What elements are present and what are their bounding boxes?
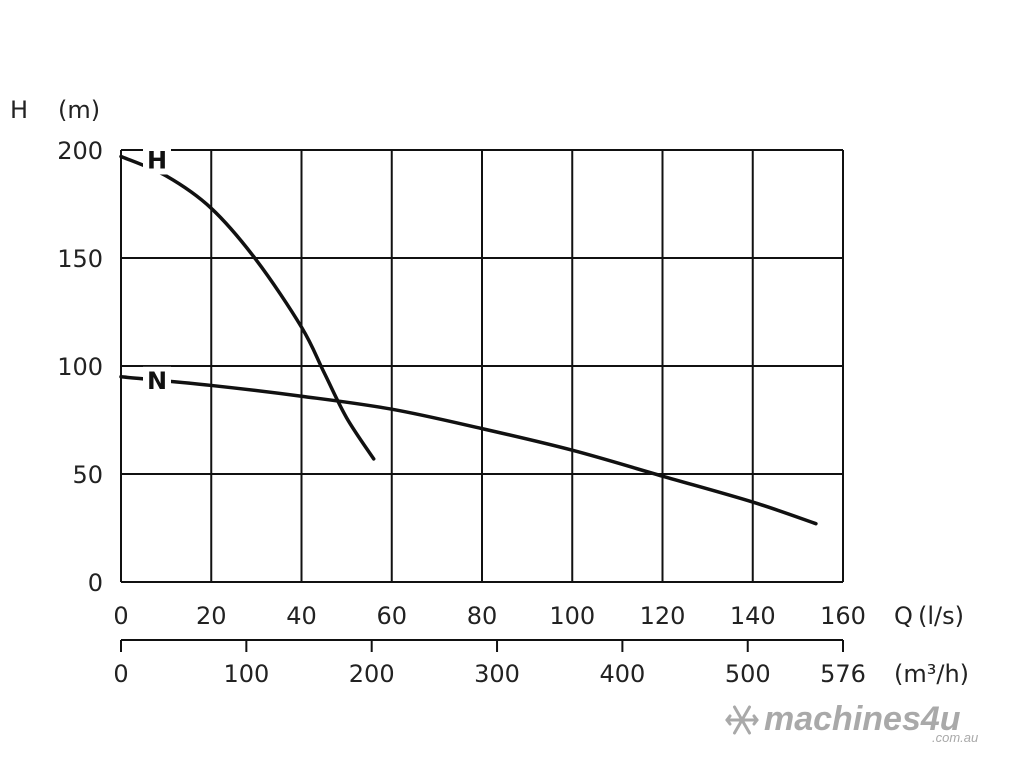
x2-tick-label: 500: [725, 660, 771, 688]
machines4u-watermark: machines4u .com.au: [725, 700, 978, 744]
curve-h: [119, 154, 376, 461]
y-tick-label: 100: [57, 353, 103, 381]
y-axis-unit: (m): [58, 96, 100, 124]
y-tick-label: 200: [57, 137, 103, 165]
y-axis: H (m) 0 50 100 150 200: [10, 96, 103, 597]
chart-grid: [120, 149, 844, 583]
snowflake-logo-icon: [725, 705, 759, 735]
x-axis-primary: Q (l/s) 0 20 40 60 80 100 120 140 160: [113, 602, 964, 630]
y-tick-label: 0: [88, 569, 103, 597]
x2-tick-label: 576: [820, 660, 866, 688]
x-axis-secondary-unit: (m³/h): [894, 660, 969, 688]
x2-tick-label: 200: [349, 660, 395, 688]
x-axis-primary-label: Q: [894, 602, 913, 630]
watermark-brand: machines4u: [764, 700, 961, 738]
x-tick-label: 40: [286, 602, 317, 630]
x-tick-label: 20: [196, 602, 227, 630]
y-tick-label: 50: [72, 461, 103, 489]
y-axis-label: H: [10, 96, 28, 124]
x-tick-label: 0: [113, 602, 128, 630]
x2-tick-label: 400: [599, 660, 645, 688]
x-axis-primary-unit: (l/s): [918, 602, 964, 630]
curve-label-bg: [143, 146, 171, 175]
x-tick-label: 160: [820, 602, 866, 630]
x-tick-label: 120: [640, 602, 686, 630]
curve-n: [119, 375, 818, 526]
x-tick-label: 60: [376, 602, 407, 630]
x2-tick-label: 100: [223, 660, 269, 688]
curve-label-n: N: [147, 367, 167, 395]
x-tick-label: 140: [730, 602, 776, 630]
x-axis-secondary: (m³/h) 0 100 200 300 400 500 576: [113, 639, 969, 688]
y-tick-label: 150: [57, 245, 103, 273]
watermark-domain: .com.au: [932, 730, 978, 744]
curve-label-h: H: [147, 146, 167, 174]
chart-curves: HN: [119, 146, 818, 526]
x-tick-label: 100: [549, 602, 595, 630]
x-tick-label: 80: [467, 602, 498, 630]
curve-label-bg: [143, 366, 171, 395]
x2-tick-label: 300: [474, 660, 520, 688]
x2-tick-label: 0: [113, 660, 128, 688]
